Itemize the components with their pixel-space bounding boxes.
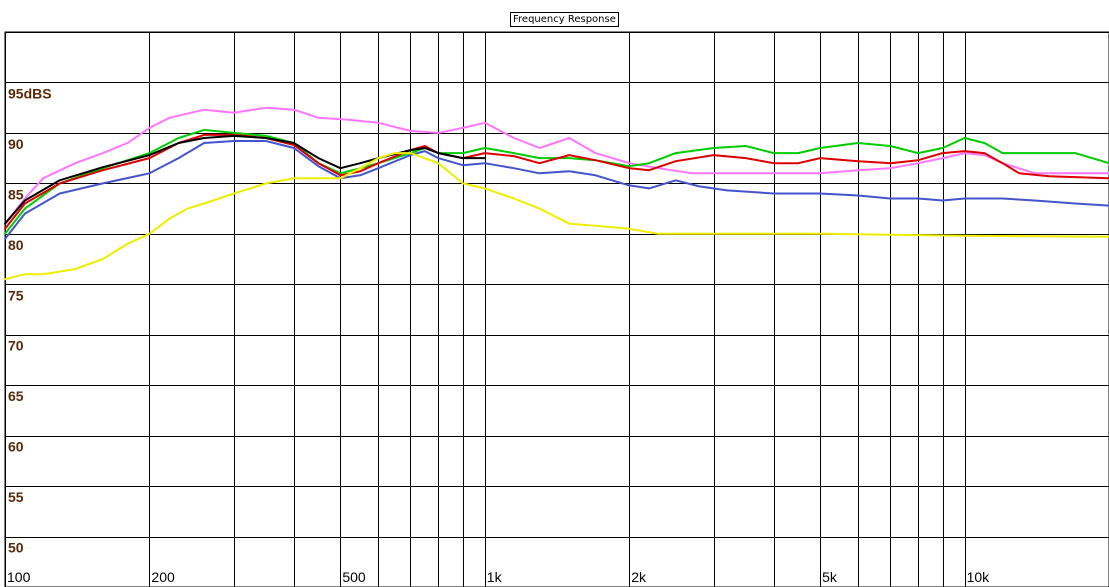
- x-axis-labels: 100 200 500 1k 2k 5k 10k: [7, 569, 990, 585]
- y-tick-label: 80: [8, 237, 24, 253]
- x-tick-label: 100: [7, 569, 31, 585]
- series-line: [4, 106, 1109, 225]
- y-tick-label: 85: [8, 186, 24, 202]
- response-curves: [4, 106, 1109, 281]
- y-tick-label: 70: [8, 338, 24, 354]
- series-line: [4, 133, 1109, 230]
- series-line: [4, 134, 486, 225]
- horizontal-grid: [5, 32, 1109, 538]
- x-tick-label: 5k: [822, 569, 838, 585]
- x-tick-label: 200: [151, 569, 175, 585]
- y-tick-label: 55: [8, 489, 24, 505]
- y-axis-labels: 95dBS90858075706560555045: [8, 85, 52, 556]
- x-tick-label: 1k: [487, 569, 503, 585]
- y-tick-label: 65: [8, 388, 24, 404]
- plot-frame: [4, 31, 1109, 587]
- x-tick-label: 10k: [967, 569, 991, 585]
- y-tick-label: 50: [8, 540, 24, 556]
- vertical-grid: [5, 32, 966, 587]
- y-tick-label: 95dBS: [8, 85, 52, 101]
- y-tick-label: 60: [8, 439, 24, 455]
- series-line: [4, 152, 1109, 281]
- x-tick-label: 2k: [631, 569, 647, 585]
- chart-title: Frequency Response: [510, 12, 619, 27]
- series-line: [4, 140, 1109, 240]
- y-tick-label: 90: [8, 136, 24, 152]
- series-line: [4, 128, 1109, 235]
- x-tick-label: 500: [342, 569, 366, 585]
- y-tick-label: 75: [8, 287, 24, 303]
